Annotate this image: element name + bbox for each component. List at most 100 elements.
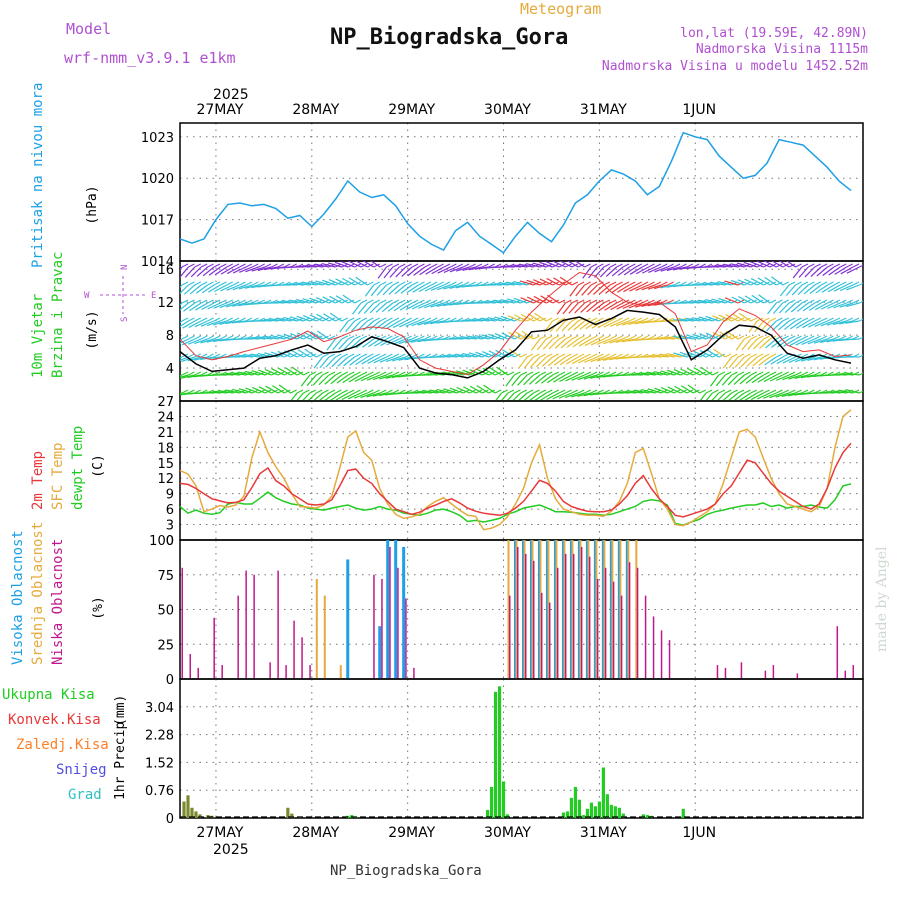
cloud-bar — [509, 595, 511, 679]
precip-bar — [485, 809, 490, 818]
cloud-bar — [548, 602, 551, 679]
ytick: 50 — [157, 604, 174, 619]
footer-station: NP_Biogradska_Gora — [330, 863, 482, 879]
ytick: 12 — [157, 296, 174, 311]
dewpt-temp-label: dewpt Temp — [70, 426, 86, 510]
ytick: 3.04 — [145, 701, 174, 716]
legend-hail: Grad — [68, 787, 102, 803]
cloud-bar — [253, 574, 255, 679]
precip-bar — [593, 806, 597, 818]
cloud-panel: 0 25 50 75 100 — [149, 534, 864, 688]
ytick: 1023 — [141, 131, 174, 146]
year-label-top: 2025 — [213, 87, 249, 103]
dewpt-temp-line — [179, 483, 852, 526]
precip-bar — [182, 801, 186, 818]
precip-bar — [569, 797, 574, 818]
bottom-date-28MAY: 28MAY — [292, 825, 339, 841]
top-date-27MAY: 27MAY — [196, 102, 243, 118]
precip-bar — [186, 795, 190, 818]
precip-unit: (mm) — [113, 695, 128, 726]
ytick: 12 — [157, 472, 174, 487]
watermark: made by Angel — [874, 546, 890, 652]
cloud-bar — [716, 665, 719, 679]
cloud-bar — [612, 581, 615, 679]
wind-barbs — [180, 261, 863, 401]
precip-bar — [645, 815, 649, 818]
ytick: 8 — [166, 329, 174, 344]
cloud-bar — [389, 546, 391, 679]
cloud-bar — [394, 540, 398, 679]
precip-bar — [681, 808, 685, 818]
legend-frozen-rain: Zaledj.Kisa — [16, 737, 109, 753]
precip-bar — [641, 814, 645, 818]
ytick: 1.52 — [145, 756, 174, 771]
cloud-bar — [339, 665, 342, 679]
ytick: 24 — [157, 410, 174, 425]
top-date-labels: 27MAY 28MAY 29MAY 30MAY 31MAY 1JUN — [196, 102, 716, 118]
top-date-28MAY: 28MAY — [292, 102, 339, 118]
cloud-bar — [556, 567, 559, 679]
bottom-date-labels: 27MAY 28MAY 29MAY 30MAY 31MAY 1JUN — [196, 825, 716, 841]
svg-text:N: N — [120, 265, 130, 270]
bottom-date-1JUN: 1JUN — [682, 825, 716, 841]
cloud-bar — [572, 553, 575, 679]
cloud-bar — [309, 665, 311, 679]
precip-bar — [505, 814, 510, 818]
wind-label-line1: 10m Vjetar — [30, 294, 46, 378]
cloud-bar — [517, 546, 519, 679]
precip-ylabel: 1hr Precip — [113, 722, 128, 800]
cloud-bar — [604, 567, 607, 679]
cloud-bar — [293, 620, 295, 679]
ytick: 18 — [157, 441, 174, 456]
ytick: 1017 — [141, 214, 174, 229]
precip-bar — [290, 813, 294, 818]
cloud-bar — [181, 567, 183, 679]
precip-bar — [573, 786, 578, 818]
bottom-date-30MAY: 30MAY — [484, 825, 531, 841]
svg-text:S: S — [120, 317, 130, 322]
cloud-bar — [373, 574, 375, 679]
temp2m-label: 2m Temp — [30, 451, 46, 510]
precip-bar — [589, 802, 593, 818]
bottom-date-27MAY: 27MAY — [196, 825, 243, 841]
model-name: wrf-nmm_v3.9.1 e1km — [64, 49, 236, 67]
model-label: Model — [66, 20, 111, 38]
year-label-bottom: 2025 — [213, 842, 249, 858]
cloud-bar — [197, 667, 199, 679]
mid-cloud-label: Srednja Oblacnost — [30, 522, 46, 665]
wind-gust-line — [179, 271, 852, 376]
cloud-bar — [346, 559, 350, 679]
panel-frame — [179, 122, 864, 262]
cloud-bar — [580, 546, 583, 679]
top-date-30MAY: 30MAY — [484, 102, 531, 118]
ytick: 21 — [157, 426, 174, 441]
precip-bar — [190, 807, 194, 818]
cloud-bar — [595, 540, 598, 679]
pressure-line — [179, 131, 852, 254]
ytick: 100 — [149, 534, 174, 549]
lonlat-label: lon,lat (19.59E, 42.89N) — [680, 26, 868, 41]
precip-bar — [561, 812, 566, 818]
precip-bar — [585, 808, 590, 818]
ytick: 4 — [166, 362, 174, 377]
top-date-1JUN: 1JUN — [682, 102, 716, 118]
cloud-bar — [405, 598, 407, 679]
precip-bar — [501, 781, 506, 818]
bottom-date-31MAY: 31MAY — [580, 825, 627, 841]
station-title: NP_Biogradska_Gora — [330, 25, 568, 50]
svg-text:W: W — [84, 291, 90, 301]
ytick: 0.76 — [145, 784, 174, 799]
wind-panel: 4 8 12 16 — [157, 260, 864, 402]
precip-bar — [194, 811, 198, 818]
ytick: 16 — [157, 263, 174, 278]
cloud-bar — [189, 653, 191, 679]
legend-total-rain: Ukupna Kisa — [2, 687, 95, 703]
cloud-bar — [277, 570, 279, 679]
ytick: 75 — [157, 569, 174, 584]
meteogram-title: Meteogram — [520, 0, 601, 18]
cloud-bar — [301, 637, 303, 679]
ytick: 0 — [166, 534, 174, 549]
cloud-bar — [555, 540, 558, 679]
cloud-bar — [507, 540, 510, 679]
precip-bar — [198, 814, 202, 818]
